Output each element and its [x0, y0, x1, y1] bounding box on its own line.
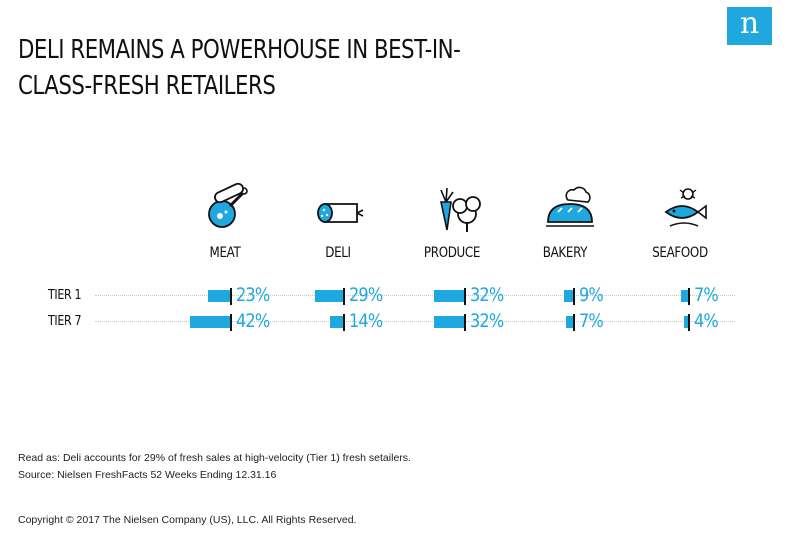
- deli-icon: [317, 203, 364, 223]
- axis-produce-tier-1: [464, 288, 466, 305]
- nielsen-logo: n: [727, 7, 772, 45]
- seafood-icon: [664, 188, 707, 227]
- axis-produce-tier-7: [464, 314, 466, 331]
- chart-title: DELI REMAINS A POWERHOUSE IN BEST-IN-CLA…: [18, 35, 461, 101]
- category-label-bakery: BAKERY: [542, 245, 588, 261]
- value-label-deli-tier-7: 14%: [349, 310, 383, 332]
- category-label-meat: MEAT: [209, 245, 241, 261]
- category-label-produce: PRODUCE: [423, 245, 481, 261]
- bar-meat-tier-1: [208, 290, 230, 302]
- bakery-icon: [546, 186, 594, 227]
- axis-seafood-tier-1: [688, 288, 690, 305]
- row-guide-tier-7: [95, 321, 735, 322]
- axis-meat-tier-7: [230, 314, 232, 331]
- bar-seafood-tier-7: [684, 316, 688, 328]
- bar-bakery-tier-7: [566, 316, 573, 328]
- bar-produce-tier-1: [433, 290, 464, 302]
- bar-produce-tier-7: [433, 316, 464, 328]
- row-label-tier-1: TIER 1: [48, 288, 82, 303]
- bar-meat-tier-7: [190, 316, 230, 328]
- value-label-meat-tier-1: 23%: [236, 284, 270, 306]
- row-label-tier-7: TIER 7: [48, 314, 82, 329]
- bar-deli-tier-1: [315, 290, 343, 302]
- read-as-note: Read as: Deli accounts for 29% of fresh …: [18, 452, 411, 464]
- axis-bakery-tier-7: [573, 314, 575, 331]
- axis-deli-tier-7: [343, 314, 345, 331]
- row-guide-tier-1: [95, 295, 735, 296]
- bar-deli-tier-7: [329, 316, 343, 328]
- value-label-deli-tier-1: 29%: [349, 284, 383, 306]
- category-label-seafood: SEAFOOD: [652, 245, 708, 261]
- value-label-seafood-tier-7: 4%: [694, 310, 719, 332]
- value-label-bakery-tier-1: 9%: [579, 284, 604, 306]
- copyright: Copyright © 2017 The Nielsen Company (US…: [18, 514, 357, 526]
- axis-deli-tier-1: [343, 288, 345, 305]
- value-label-produce-tier-7: 32%: [470, 310, 504, 332]
- value-label-produce-tier-1: 32%: [470, 284, 504, 306]
- source-note: Source: Nielsen FreshFacts 52 Weeks Endi…: [18, 469, 277, 481]
- axis-bakery-tier-1: [573, 288, 575, 305]
- axis-seafood-tier-7: [688, 314, 690, 331]
- category-label-deli: DELI: [325, 245, 351, 261]
- value-label-seafood-tier-1: 7%: [694, 284, 719, 306]
- value-label-meat-tier-7: 42%: [236, 310, 270, 332]
- produce-icon: [440, 187, 481, 232]
- bar-seafood-tier-1: [681, 290, 688, 302]
- meat-icon: [208, 182, 248, 228]
- axis-meat-tier-1: [230, 288, 232, 305]
- bar-bakery-tier-1: [564, 290, 573, 302]
- value-label-bakery-tier-7: 7%: [579, 310, 604, 332]
